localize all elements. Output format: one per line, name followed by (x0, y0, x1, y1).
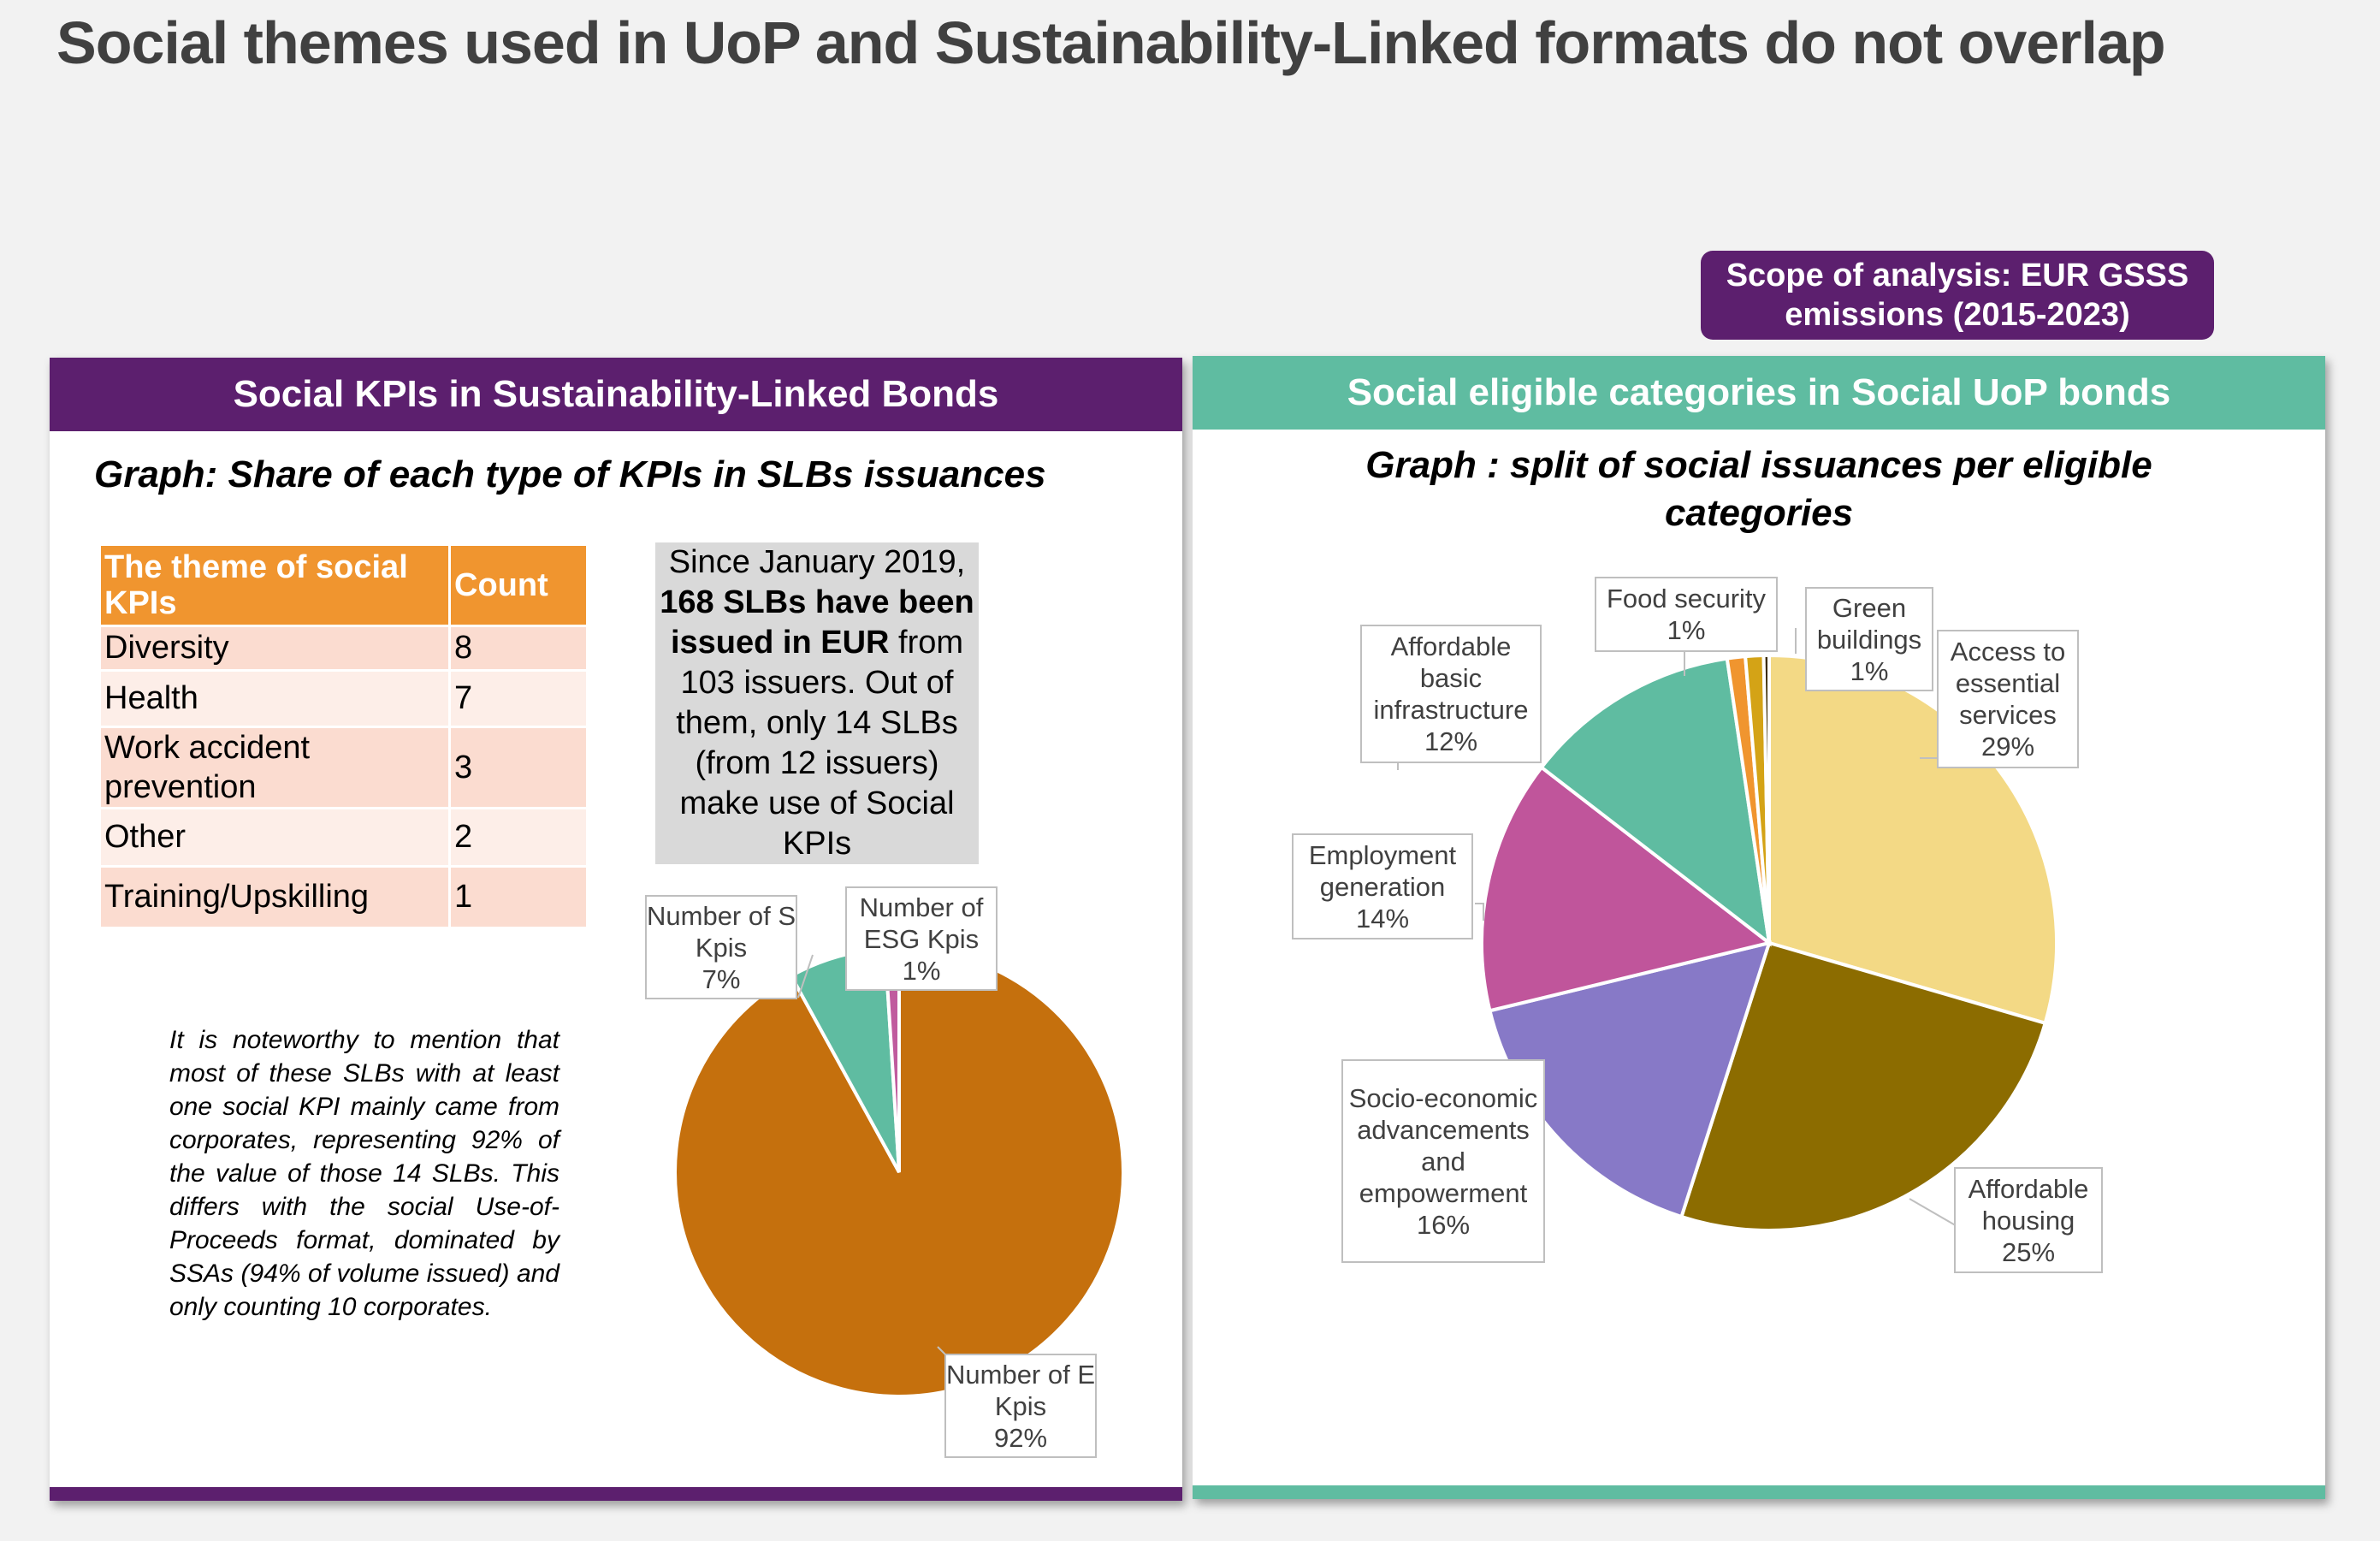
count-cell: 7 (451, 672, 589, 728)
slice-value: 25% (2001, 1236, 2056, 1267)
slice-value: 7% (702, 963, 741, 994)
slice-name: Green buildings (1816, 592, 1922, 655)
slb-info-text: Since January 2019, 168 SLBs have been i… (657, 542, 977, 864)
count-cell: 3 (451, 728, 589, 809)
slice-label-food-security: Food security 1% (1595, 577, 1778, 652)
uop-graph-title-line-1: Graph : split of social issuances per el… (1365, 444, 2152, 486)
info-text-bold: 168 SLBs have been issued in EUR (660, 584, 974, 661)
info-text-part1: Since January 2019, (668, 544, 966, 580)
slice-label-green-buildings: Green buildings 1% (1805, 587, 1933, 691)
pie-slice-employment-generation (1480, 765, 1773, 1013)
slice-name: Number of ESG Kpis (859, 892, 984, 954)
slb-graph-title: Graph: Share of each type of KPIs in SLB… (94, 453, 1046, 495)
slice-label-basic-infrastructure: Affordable basic infrastructure 12% (1360, 625, 1542, 763)
slice-value: 14% (1355, 903, 1410, 933)
slice-value: 29% (1980, 732, 2035, 762)
slice-label-socio-economic: Socio-economic advancements and empowerm… (1341, 1059, 1545, 1263)
kpi-type-pie-chart (673, 945, 1125, 1398)
pie-slice-socio-economic-advancements-and-empowerment (1488, 940, 1772, 1219)
col-count-header: Count (451, 546, 589, 627)
table-row: Work accident prevention 3 (101, 728, 589, 809)
scope-badge: Scope of analysis: EUR GSSS emissions (2… (1701, 251, 2214, 340)
slice-name: Number of S Kpis (647, 900, 796, 963)
slice-label-s-kpis: Number of S Kpis 7% (645, 895, 797, 999)
slb-info-box: Since January 2019, 168 SLBs have been i… (655, 542, 979, 864)
slice-label-employment-generation: Employment generation 14% (1292, 833, 1473, 939)
pie-slice-other (1761, 653, 1771, 944)
table-row: Diversity 8 (101, 627, 589, 672)
slice-name: Affordable housing (1968, 1173, 2089, 1236)
pie-slice-affordable-housing (1678, 940, 2048, 1232)
slice-name: Number of E Kpis (946, 1359, 1096, 1421)
slb-note: It is noteworthy to mention that most of… (169, 1026, 559, 1321)
leader-line-employment (1475, 903, 1484, 921)
uop-graph-title: Graph : split of social issuances per el… (1193, 442, 2325, 537)
slice-name: Employment generation (1308, 839, 1457, 902)
slice-label-e-kpis: Number of E Kpis 92% (944, 1354, 1097, 1458)
slice-value: 1% (902, 955, 941, 986)
kpi-theme-table: The theme of social KPIs Count Diversity… (101, 546, 589, 929)
eligible-categories-pie-chart (1397, 628, 2058, 1232)
table-row: Health 7 (101, 672, 589, 728)
slice-name: Socio-economic advancements and empowerm… (1348, 1082, 1538, 1208)
slice-value: 1% (1667, 615, 1706, 645)
scope-line-2: emissions (2015-2023) (1785, 297, 2130, 333)
count-cell: 1 (451, 868, 589, 929)
theme-cell: Diversity (101, 627, 451, 672)
scope-line-1: Scope of analysis: EUR GSSS (1726, 258, 2189, 293)
uop-panel-header: Social eligible categories in Social UoP… (1193, 356, 2325, 430)
slice-name: Food security (1606, 584, 1767, 613)
slice-label-affordable-housing: Affordable housing 25% (1954, 1167, 2103, 1273)
slice-value: 16% (1416, 1209, 1471, 1240)
slb-panel: Social KPIs in Sustainability-Linked Bon… (50, 358, 1182, 1501)
slice-value: 92% (993, 1422, 1048, 1453)
slice-label-access-essential-services: Access to essential services 29% (1937, 630, 2079, 768)
table-row: Training/Upskilling 1 (101, 868, 589, 929)
slice-value: 1% (1850, 655, 1889, 686)
theme-cell: Other (101, 809, 451, 868)
leader-line-affordable-housing (1909, 1198, 1959, 1228)
leader-line-s-kpis (797, 954, 814, 999)
col-theme-header: The theme of social KPIs (101, 546, 451, 627)
slb-panel-header: Social KPIs in Sustainability-Linked Bon… (50, 358, 1182, 431)
slice-name: Affordable basic infrastructure (1373, 631, 1529, 725)
uop-graph-title-line-2: categories (1664, 492, 1854, 534)
pie-slice-affordable-basic-infrastructure (1539, 656, 1772, 947)
theme-cell: Health (101, 672, 451, 728)
slice-value: 12% (1424, 726, 1478, 756)
table-row: Other 2 (101, 809, 589, 868)
slice-label-esg-kpis: Number of ESG Kpis 1% (845, 886, 998, 991)
info-text-part2: from 103 issuers. Out of them, only 14 S… (676, 625, 964, 862)
count-cell: 2 (451, 809, 589, 868)
page-title: Social themes used in UoP and Sustainabi… (56, 9, 2166, 76)
uop-panel: Social eligible categories in Social UoP… (1193, 356, 2325, 1499)
slice-name: Access to essential services (1950, 637, 2066, 730)
theme-cell: Work accident prevention (101, 728, 451, 809)
count-cell: 8 (451, 627, 589, 672)
theme-cell: Training/Upskilling (101, 868, 451, 929)
